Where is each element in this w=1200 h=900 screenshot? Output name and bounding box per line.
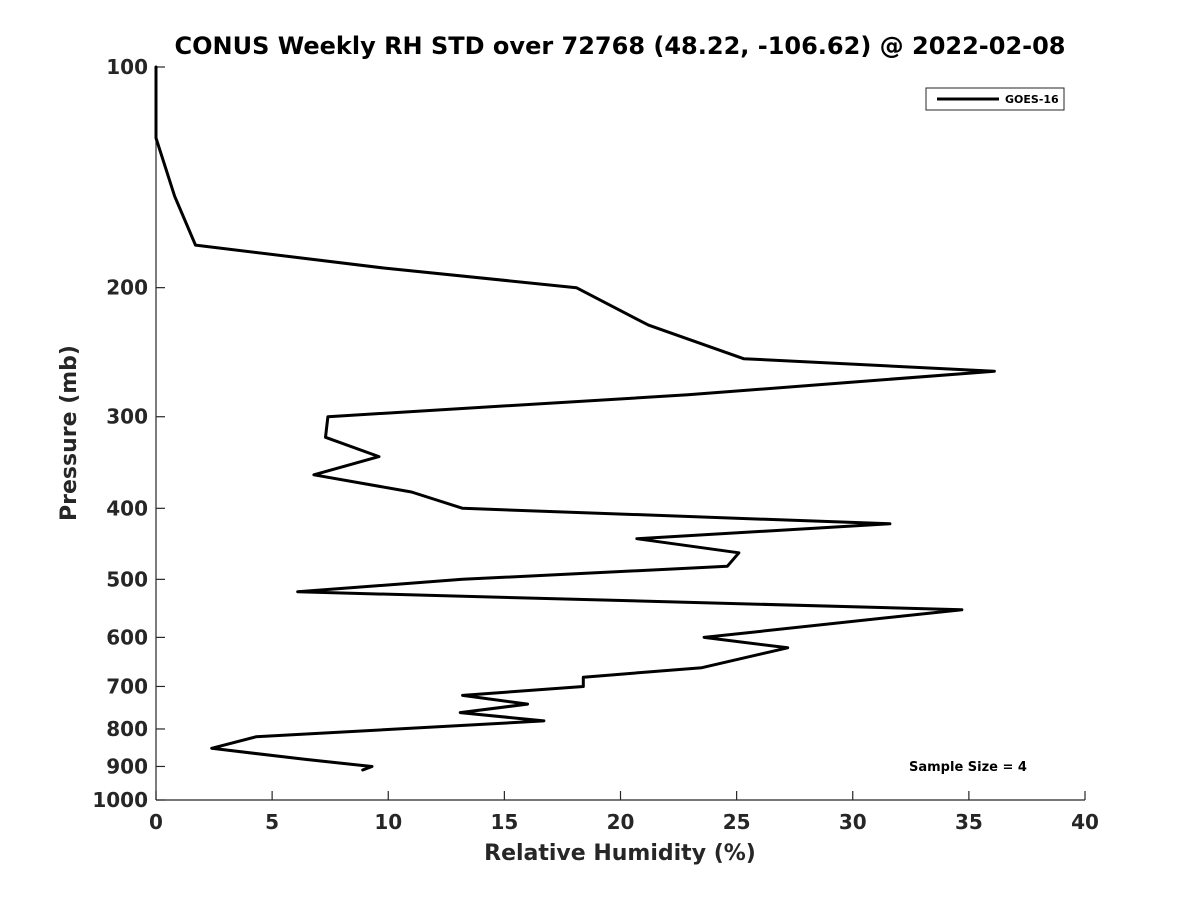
- chart-title: CONUS Weekly RH STD over 72768 (48.22, -…: [174, 32, 1065, 60]
- x-tick-label: 15: [490, 810, 518, 834]
- y-tick-label: 600: [106, 625, 148, 649]
- y-axis-label: Pressure (mb): [57, 345, 82, 521]
- x-tick-label: 40: [1071, 810, 1099, 834]
- x-tick-label: 10: [374, 810, 402, 834]
- x-tick-label: 0: [149, 810, 163, 834]
- sample-size-annotation: Sample Size = 4: [909, 760, 1027, 775]
- y-axis-ticks: 100 200 300 400 500 600 700 800 900 1000: [92, 55, 165, 812]
- x-tick-label: 30: [839, 810, 867, 834]
- x-tick-label: 25: [723, 810, 751, 834]
- x-tick-label: 5: [265, 810, 279, 834]
- x-axis-label: Relative Humidity (%): [484, 841, 756, 866]
- legend-label-goes-16: GOES-16: [1005, 93, 1059, 106]
- y-tick-label: 900: [106, 754, 148, 778]
- y-tick-label: 1000: [92, 788, 148, 812]
- x-tick-label: 20: [607, 810, 635, 834]
- legend: GOES-16: [925, 87, 1065, 111]
- series-line-goes-16: [154, 65, 996, 772]
- y-tick-label: 100: [106, 55, 148, 79]
- y-tick-label: 400: [106, 496, 148, 520]
- y-tick-label: 800: [106, 717, 148, 741]
- y-tick-label: 300: [106, 405, 148, 429]
- y-tick-label: 500: [106, 567, 148, 591]
- x-tick-label: 35: [955, 810, 983, 834]
- x-axis-ticks: 0 5 10 15 20 25 30 35 40: [149, 791, 1099, 834]
- y-tick-label: 200: [106, 276, 148, 300]
- y-tick-label: 700: [106, 674, 148, 698]
